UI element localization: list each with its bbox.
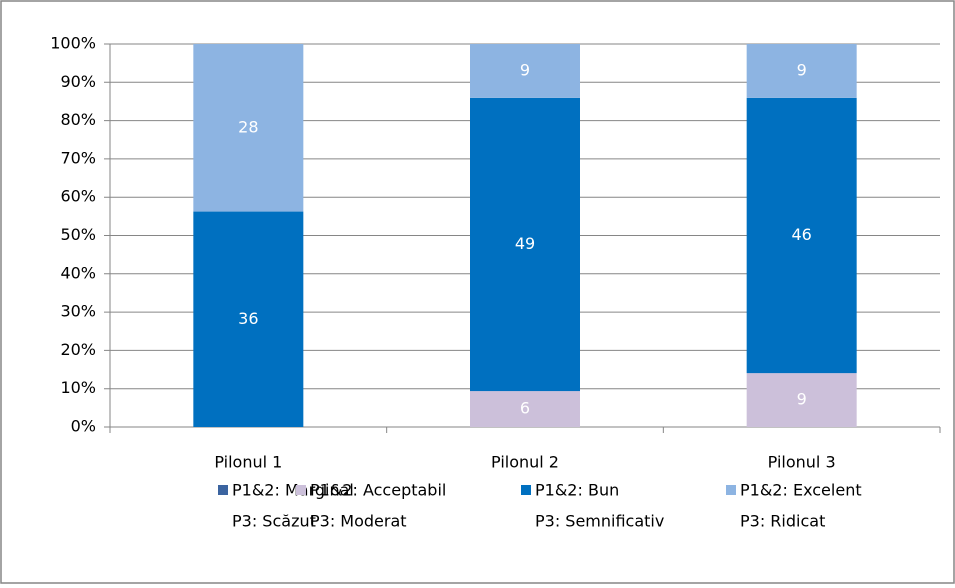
data-label: 9	[797, 60, 807, 79]
legend-label: P1&2: Bun	[535, 481, 619, 500]
legend-label: P3: Semnificativ	[535, 512, 664, 531]
bar-segment	[193, 211, 304, 427]
legend-marker	[521, 485, 531, 495]
y-tick-label: 70%	[60, 148, 96, 167]
y-tick-label: 90%	[60, 72, 96, 91]
bar-segment	[746, 44, 857, 98]
legend-label: P3: Scăzut	[232, 512, 316, 531]
data-label: 46	[791, 225, 811, 244]
legend-label: P1&2: Excelent	[740, 481, 862, 500]
data-label: 9	[520, 60, 530, 79]
x-tick-label: Pilonul 3	[768, 453, 836, 472]
bar-segment	[470, 44, 580, 98]
y-tick-label: 40%	[60, 263, 96, 282]
x-tick-label: Pilonul 2	[491, 453, 559, 472]
bar-segment	[746, 97, 857, 374]
y-tick-label: 20%	[60, 340, 96, 359]
legend-label: P1&2: Marginal	[232, 481, 354, 500]
y-tick-label: 0%	[71, 417, 96, 436]
y-tick-label: 10%	[60, 378, 96, 397]
y-tick-label: 30%	[60, 302, 96, 321]
data-label: 49	[515, 234, 535, 253]
legend-marker	[296, 485, 306, 495]
bar-segment	[746, 373, 857, 427]
y-tick-label: 80%	[60, 110, 96, 129]
bar-segment	[470, 391, 580, 427]
data-label: 9	[797, 390, 807, 409]
bar-segment	[470, 97, 580, 392]
legend-marker	[218, 485, 228, 495]
data-label: 36	[238, 309, 258, 328]
y-tick-label: 60%	[60, 187, 96, 206]
bar-segment	[193, 44, 304, 212]
legend-label: P1&2: Acceptabil	[310, 481, 446, 500]
y-tick-label: 50%	[60, 225, 96, 244]
data-label: 6	[520, 399, 530, 418]
legend-label: P3: Ridicat	[740, 512, 825, 531]
data-label: 28	[238, 117, 258, 136]
legend-marker	[726, 485, 736, 495]
legend-label: P3: Moderat	[310, 512, 407, 531]
x-tick-label: Pilonul 1	[214, 453, 282, 472]
y-tick-label: 100%	[50, 34, 96, 53]
